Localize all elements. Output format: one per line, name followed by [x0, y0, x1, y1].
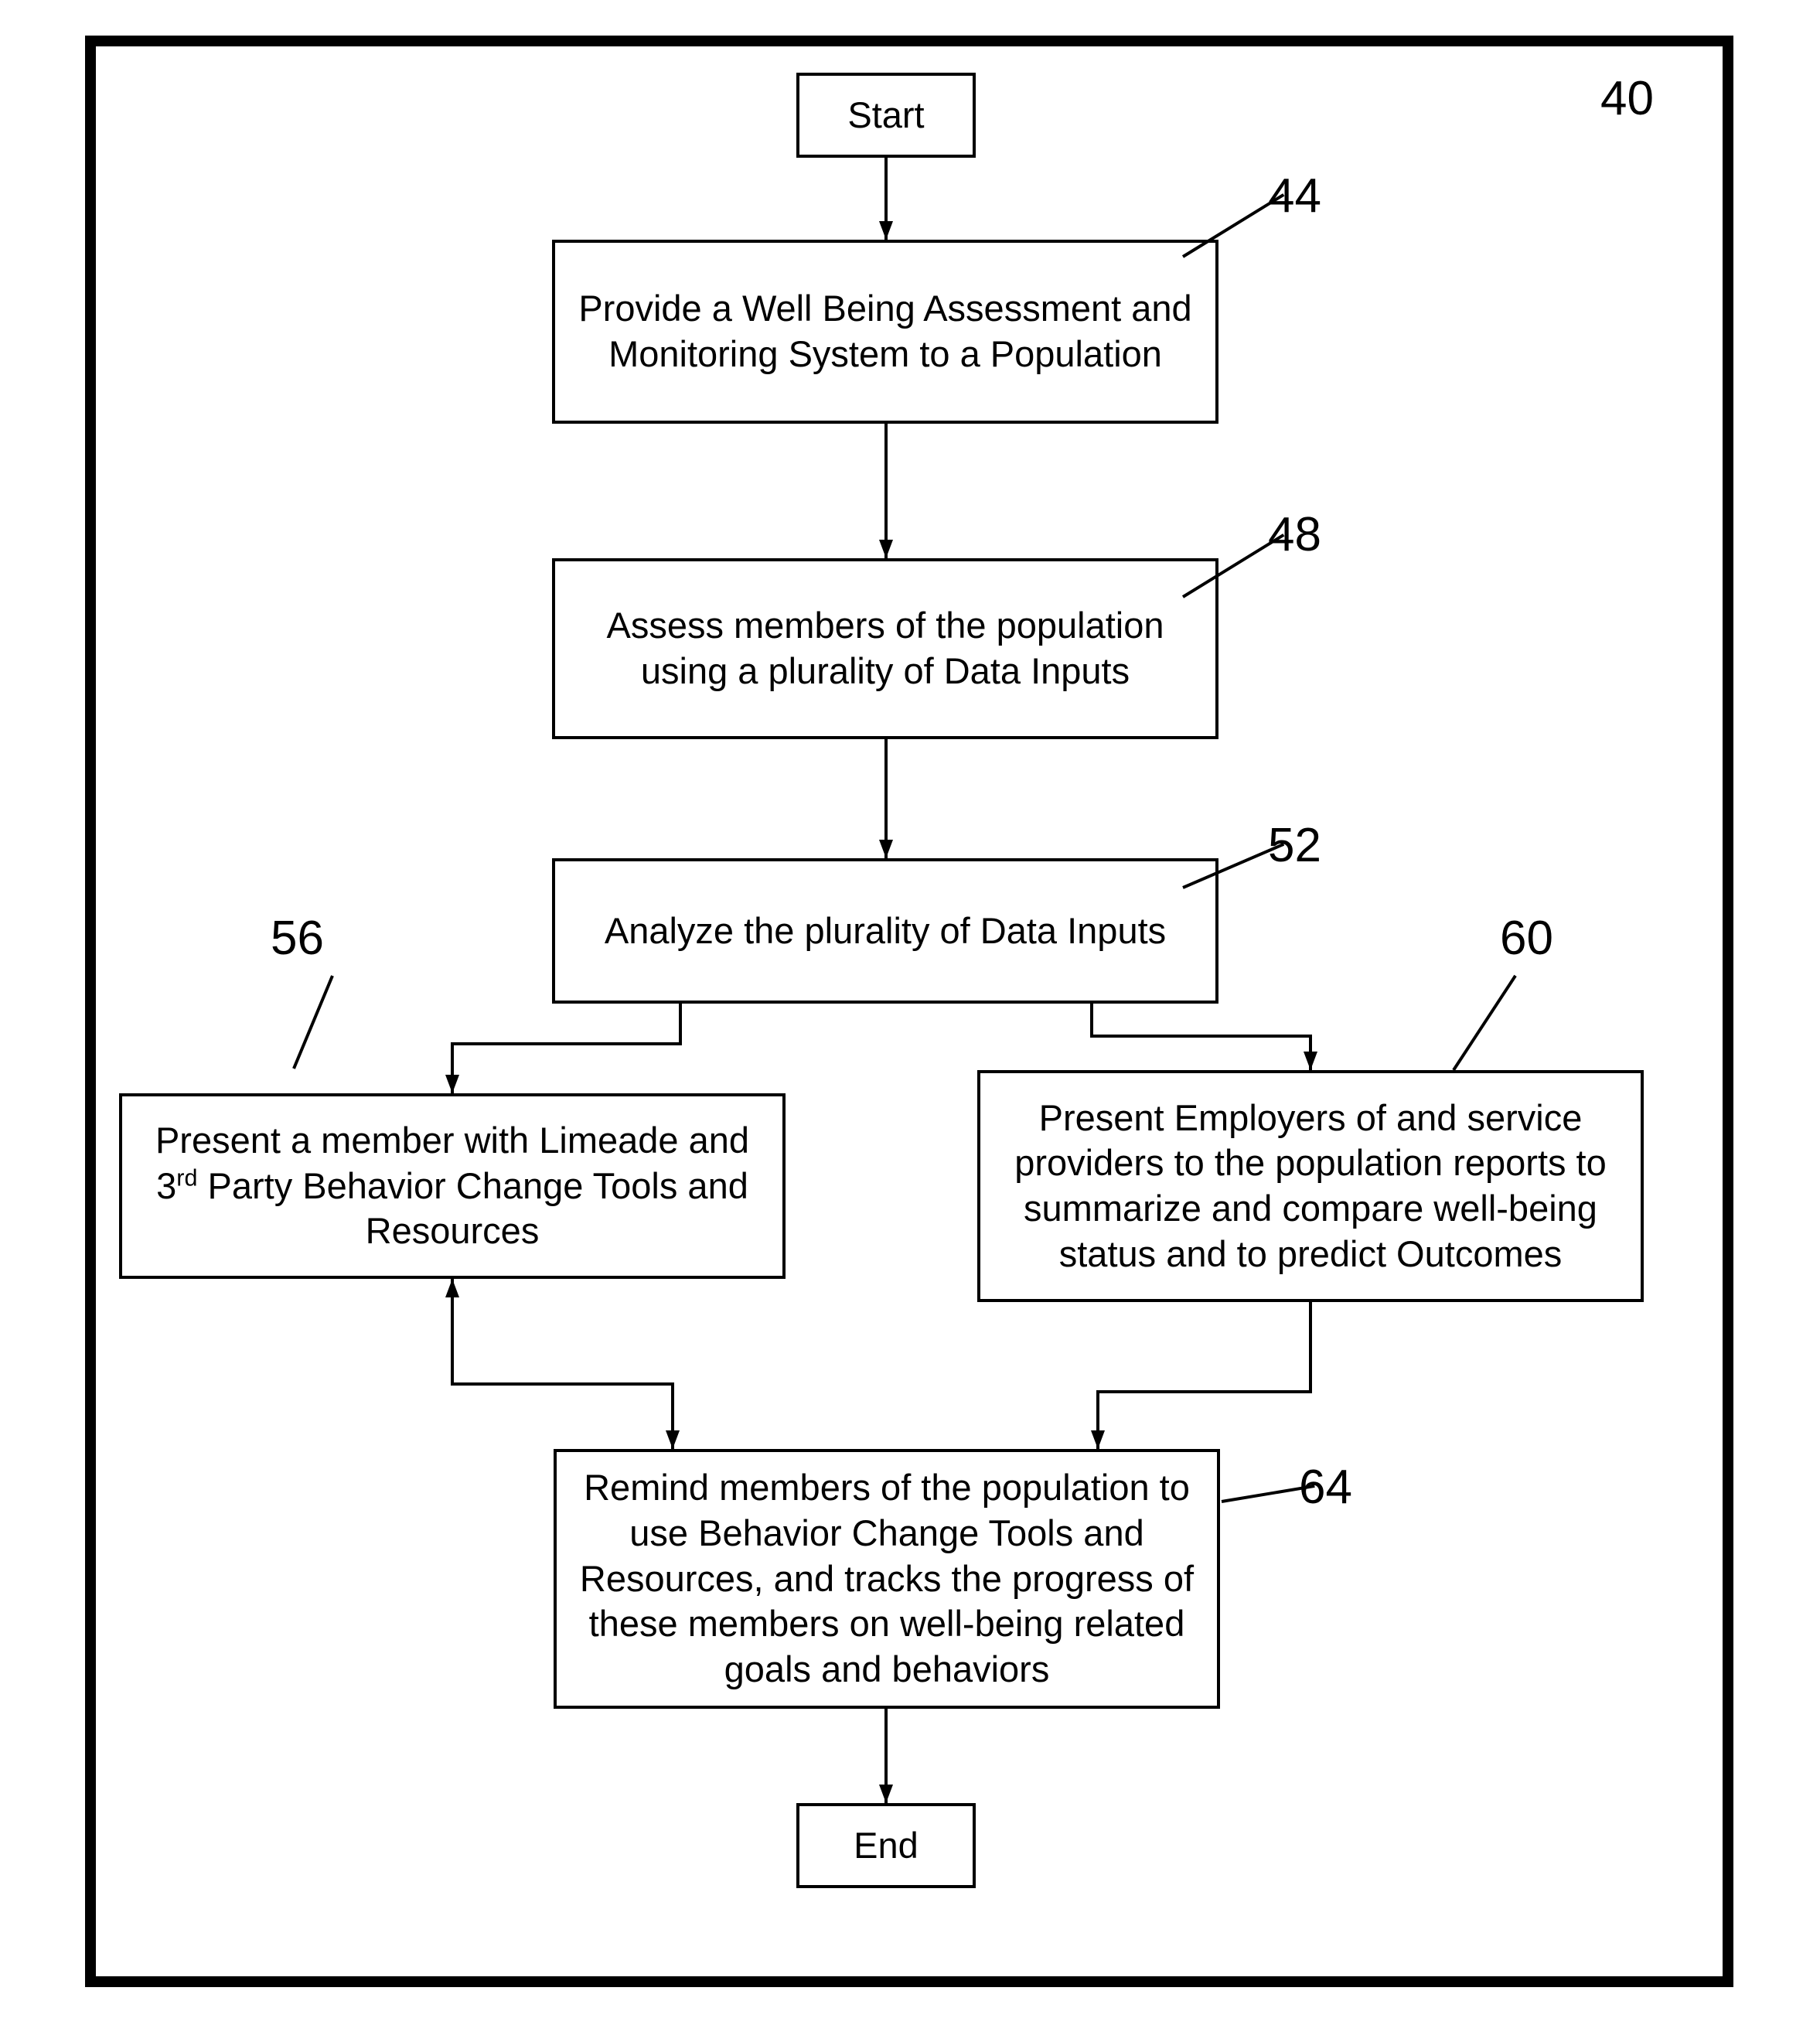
- node-44-label: Provide a Well Being Assessment and Moni…: [571, 286, 1200, 377]
- node-end-label: End: [854, 1823, 919, 1869]
- node-56-label: Present a member with Limeade and 3rd Pa…: [138, 1118, 767, 1254]
- node-end: End: [796, 1803, 976, 1888]
- node-48-label: Assess members of the population using a…: [571, 603, 1200, 694]
- node-60: Present Employers of and service provide…: [977, 1070, 1644, 1302]
- node-44: Provide a Well Being Assessment and Moni…: [552, 240, 1218, 424]
- ref-60: 60: [1500, 911, 1553, 966]
- node-64-label: Remind members of the population to use …: [572, 1465, 1201, 1693]
- node-start: Start: [796, 73, 976, 158]
- node-start-label: Start: [847, 93, 924, 138]
- node-52: Analyze the plurality of Data Inputs: [552, 858, 1218, 1004]
- ref-40: 40: [1600, 71, 1654, 126]
- ref-48: 48: [1268, 507, 1321, 562]
- ref-56: 56: [271, 911, 324, 966]
- flowchart-canvas: Start Provide a Well Being Assessment an…: [0, 0, 1820, 2025]
- node-60-label: Present Employers of and service provide…: [996, 1096, 1625, 1277]
- node-52-label: Analyze the plurality of Data Inputs: [605, 909, 1166, 954]
- ref-44: 44: [1268, 169, 1321, 223]
- node-56: Present a member with Limeade and 3rd Pa…: [119, 1093, 786, 1279]
- node-64: Remind members of the population to use …: [554, 1449, 1220, 1709]
- node-48: Assess members of the population using a…: [552, 558, 1218, 739]
